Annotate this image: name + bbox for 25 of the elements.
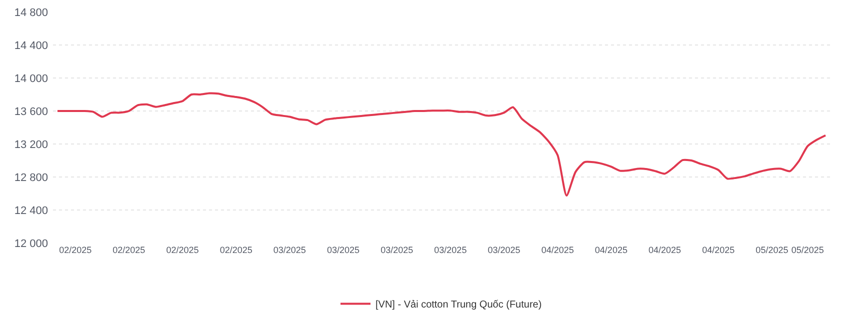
x-tick-label: 03/2025 xyxy=(488,245,520,255)
x-tick-label: 02/2025 xyxy=(112,245,146,255)
x-tick-label: 04/2025 xyxy=(702,245,735,255)
legend-label: [VN] - Vải cotton Trung Quốc (Future) xyxy=(376,300,542,311)
y-tick-label: 12 000 xyxy=(14,238,48,250)
y-tick-label: 13 200 xyxy=(14,138,48,151)
y-tick-label: 14 000 xyxy=(14,72,48,85)
x-tick-label: 04/2025 xyxy=(541,245,574,255)
x-tick-label: 03/2025 xyxy=(273,245,306,255)
x-tick-label: 03/2025 xyxy=(434,245,467,255)
x-tick-label: 04/2025 xyxy=(648,245,682,255)
line-series xyxy=(56,92,827,197)
x-tick-label: 02/2025 xyxy=(220,245,252,255)
y-tick-label: 14 800 xyxy=(14,6,48,19)
x-tick-label: 02/2025 xyxy=(166,245,199,255)
y-tick-label: 12 400 xyxy=(14,204,48,217)
y-tick-label: 13 600 xyxy=(14,106,48,118)
x-tick-label: 04/2025 xyxy=(594,245,628,255)
y-tick-label: 14 400 xyxy=(14,40,48,52)
x-tick-label: 03/2025 xyxy=(326,245,360,255)
x-tick-label: 05/2025 xyxy=(791,245,824,255)
y-tick-label: 12 800 xyxy=(14,172,48,184)
x-tick-label: 03/2025 xyxy=(380,245,414,255)
x-tick-label: 02/2025 xyxy=(59,245,92,255)
x-tick-label: 05/2025 xyxy=(756,245,788,255)
